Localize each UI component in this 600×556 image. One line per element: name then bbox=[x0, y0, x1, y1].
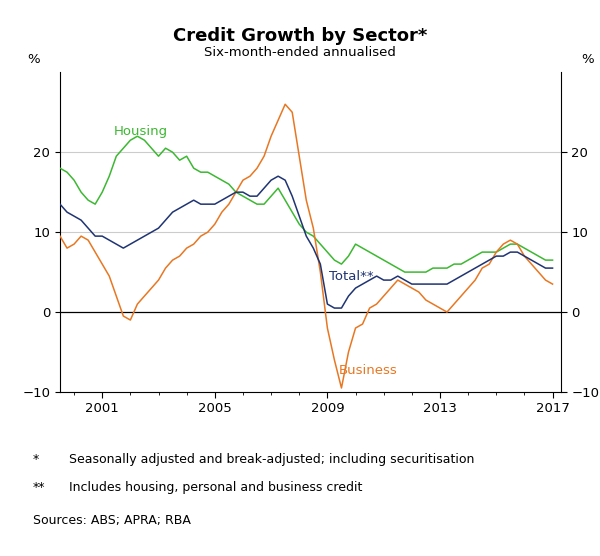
Text: Sources: ABS; APRA; RBA: Sources: ABS; APRA; RBA bbox=[33, 514, 191, 527]
Text: Total**: Total** bbox=[329, 271, 373, 284]
Text: Six-month-ended annualised: Six-month-ended annualised bbox=[204, 46, 396, 59]
Text: *: * bbox=[33, 453, 39, 466]
Text: Business: Business bbox=[338, 364, 397, 377]
Text: Seasonally adjusted and break-adjusted; including securitisation: Seasonally adjusted and break-adjusted; … bbox=[69, 453, 475, 466]
Text: **: ** bbox=[33, 481, 46, 494]
Text: %: % bbox=[28, 53, 40, 66]
Text: %: % bbox=[581, 53, 593, 66]
Text: Housing: Housing bbox=[113, 125, 167, 138]
Text: Credit Growth by Sector*: Credit Growth by Sector* bbox=[173, 27, 427, 45]
Text: Includes housing, personal and business credit: Includes housing, personal and business … bbox=[69, 481, 362, 494]
